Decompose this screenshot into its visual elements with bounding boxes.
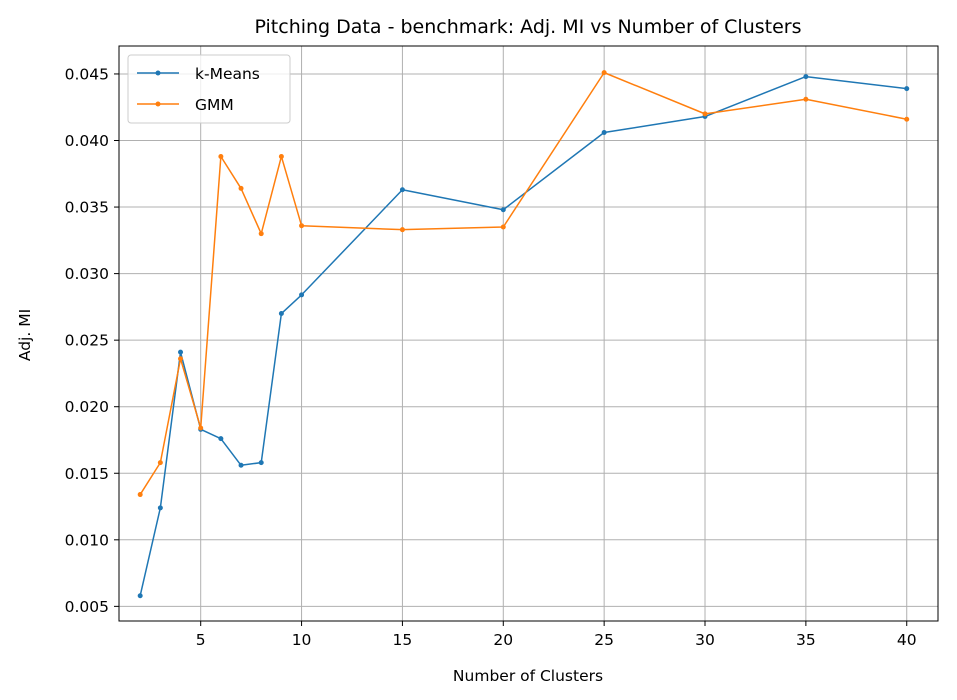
data-point — [198, 425, 204, 431]
y-tick-label: 0.010 — [65, 531, 109, 549]
y-axis-label: Adj. MI — [16, 309, 34, 361]
series-line-0 — [139, 75, 907, 596]
legend-label-kmeans: k-Means — [195, 65, 260, 83]
data-point — [157, 505, 163, 511]
data-point — [299, 292, 305, 298]
chart-title: Pitching Data - benchmark: Adj. MI vs Nu… — [254, 16, 801, 38]
legend: k-Means GMM — [127, 54, 291, 124]
series-layer — [137, 70, 910, 599]
data-point — [178, 356, 184, 362]
data-point — [157, 460, 163, 466]
x-tick-label: 20 — [493, 631, 513, 649]
data-point — [258, 460, 264, 466]
data-point — [238, 462, 244, 468]
data-point — [137, 593, 143, 599]
legend-marker-kmeans — [155, 70, 161, 76]
data-point — [904, 116, 910, 122]
series-line-1 — [139, 71, 907, 495]
data-point — [904, 86, 910, 92]
data-point — [299, 223, 305, 229]
data-point — [702, 111, 708, 117]
x-axis-label: Number of Clusters — [453, 667, 603, 685]
data-point — [258, 231, 264, 237]
y-tick-label: 0.035 — [65, 199, 109, 217]
data-point — [278, 153, 284, 159]
data-point — [500, 207, 506, 213]
x-tick-label: 10 — [292, 631, 312, 649]
data-point — [278, 311, 284, 317]
y-tick-label: 0.045 — [65, 65, 109, 83]
legend-marker-gmm — [155, 101, 161, 107]
x-tick-label: 5 — [196, 631, 206, 649]
data-point — [500, 224, 506, 230]
data-point — [803, 74, 809, 80]
x-tick-label: 35 — [796, 631, 816, 649]
data-point — [178, 349, 184, 355]
x-tick-label: 40 — [897, 631, 917, 649]
data-point — [137, 492, 143, 498]
data-point — [218, 436, 224, 442]
data-point — [803, 96, 809, 102]
x-tick-label: 30 — [695, 631, 715, 649]
y-tick-label: 0.040 — [65, 132, 109, 150]
axis-ticks: 5 10 15 20 25 30 35 40 0.005 0.010 0.015 0.020 0.025… — [65, 65, 917, 649]
legend-label-gmm: GMM — [195, 96, 234, 114]
legend-box — [127, 54, 291, 124]
y-tick-label: 0.030 — [65, 265, 109, 283]
plot-frame — [118, 45, 939, 622]
data-point — [601, 70, 607, 76]
grid — [119, 46, 938, 621]
data-point — [601, 130, 607, 136]
y-tick-label: 0.015 — [65, 465, 109, 483]
data-point — [218, 153, 224, 159]
y-tick-label: 0.005 — [65, 598, 109, 616]
x-tick-label: 25 — [594, 631, 614, 649]
y-tick-label: 0.025 — [65, 332, 109, 350]
data-point — [238, 185, 244, 191]
data-point — [399, 187, 405, 193]
y-tick-label: 0.020 — [65, 398, 109, 416]
data-point — [399, 227, 405, 233]
x-tick-label: 15 — [393, 631, 413, 649]
